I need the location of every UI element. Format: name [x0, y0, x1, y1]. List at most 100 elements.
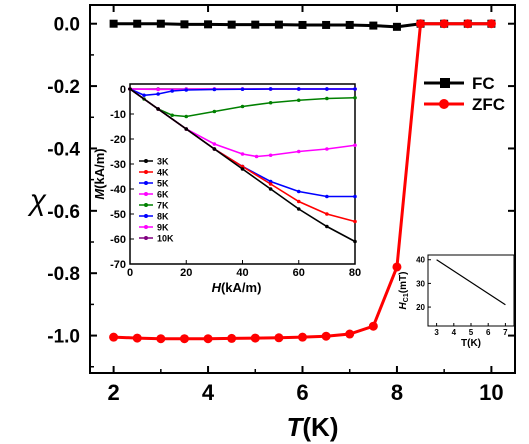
inset-mh-legend-label-3k: 3K: [157, 157, 169, 167]
inset-mh-point-8k: [325, 87, 329, 91]
data-point-fc: [109, 19, 118, 28]
inset-mh-x-axis-label: H(kA/m): [212, 280, 262, 295]
inset-mh-point-8k: [156, 92, 160, 96]
inset-mh-point-5k: [325, 194, 329, 199]
data-point-fc: [392, 22, 401, 31]
data-point-zfc: [345, 329, 355, 339]
inset-mh-y-tick-label: -60: [110, 234, 126, 246]
data-point-zfc: [486, 19, 496, 29]
legend-marker-zfc: [439, 99, 449, 109]
inset-mh-legend-label-10k: 10K: [157, 234, 174, 244]
main-y-tick-label: -0.2: [47, 77, 80, 98]
inset-mh-point-6k: [212, 142, 217, 146]
inset-hc-series-line: [436, 259, 506, 306]
inset-mh-legend-marker-9k: [144, 225, 148, 229]
data-point-zfc: [321, 331, 331, 341]
inset-mh-point-3k: [325, 224, 329, 229]
inset-mh-y-tick-label: 0: [120, 84, 126, 96]
main-x-axis-label: T(K): [287, 412, 339, 442]
inset-mh-legend-marker-6k: [144, 192, 148, 196]
data-point-fc: [298, 20, 307, 29]
legend-marker-fc: [440, 78, 450, 88]
inset-mh-legend-label-6k: 6K: [157, 190, 169, 200]
inset-mh-point-6k: [268, 153, 273, 158]
inset-mh-point-7k: [325, 96, 329, 101]
data-point-zfc: [227, 333, 237, 343]
inset-mh-point-3k: [184, 127, 189, 131]
data-point-zfc: [203, 334, 213, 344]
inset-mh-point-6k: [240, 152, 245, 156]
inset-mh-legend-label-8k: 8K: [157, 212, 169, 222]
data-point-zfc: [109, 332, 119, 342]
inset-mh-point-8k: [268, 87, 273, 91]
inset-mh-point-6k: [254, 154, 259, 159]
main-x-tick-label: 10: [479, 380, 503, 405]
inset-mh-point-7k: [212, 109, 217, 114]
data-point-fc: [204, 20, 213, 29]
inset-mh-point-5k: [296, 189, 301, 194]
inset-mh-x-tick-label: 20: [180, 267, 192, 279]
inset-mh-y-tick-label: -20: [110, 134, 126, 146]
inset-mh-point-7k: [353, 95, 357, 100]
data-point-fc: [322, 20, 331, 29]
inset-hc-y-tick-label: 30: [416, 279, 425, 288]
inset-mh-point-8k: [170, 89, 174, 93]
inset-mh-legend-marker-5k: [144, 181, 148, 185]
main-x-tick-label: 8: [391, 380, 403, 405]
main-y-tick-label: -0.6: [47, 202, 80, 223]
inset-mh-x-tick-label: 40: [236, 267, 248, 279]
inset-mh-axes: 0 20 40 60 80 0 -10 -20 -30 -40 -50 -60 -70 H(kA/m) M(…: [92, 83, 361, 295]
inset-mh-point-5k: [268, 179, 273, 184]
inset-mh-y-tick-label: -30: [110, 159, 126, 171]
inset-mh-y-axis-label: M(kA/m): [92, 148, 107, 199]
inset-mh-y-tick-label: -10: [110, 109, 126, 121]
inset-mh-y-tick-label: -70: [110, 259, 126, 271]
data-point-fc: [345, 20, 354, 29]
data-point-zfc: [156, 334, 166, 344]
inset-mh-legend-marker-10k: [144, 236, 148, 240]
inset-hc-x-axis-label: T(K): [461, 338, 481, 349]
inset-mh-point-6k: [353, 143, 357, 148]
inset-mh-point-7k: [268, 100, 273, 105]
inset-mh-point-8k: [353, 87, 357, 91]
inset-mh-point-3k: [212, 147, 217, 151]
inset-mh-point-7k: [184, 114, 189, 119]
inset-mh-legend-marker-7k: [144, 203, 148, 207]
inset-hc-x-tick-label: 5: [469, 328, 474, 337]
inset-hc1-axes: 3 4 5 6 7 20 30 40 T(K) HC1(mT): [398, 254, 515, 349]
inset-mh-point-3k: [156, 107, 160, 111]
inset-hc-y-axis-label: HC1(mT): [398, 272, 410, 310]
inset-mh-point-7k: [170, 113, 174, 118]
data-point-zfc: [250, 333, 260, 343]
inset-hc-y-tick-label: 20: [416, 303, 425, 312]
data-point-zfc: [392, 262, 402, 272]
inset-mh-legend-label-9k: 9K: [157, 223, 169, 233]
main-y-axis-label: χ: [27, 184, 47, 217]
main-legend: FC ZFC: [424, 74, 505, 114]
data-point-zfc: [132, 333, 142, 343]
data-point-fc: [251, 20, 260, 29]
inset-mh-y-tick-label: -40: [110, 184, 126, 196]
data-point-zfc: [298, 332, 307, 342]
data-point-zfc: [179, 334, 189, 344]
inset-mh-point-8k: [240, 87, 245, 92]
inset-hc-x-tick-label: 4: [452, 328, 457, 337]
main-x-tick-label: 2: [107, 380, 119, 405]
inset-mh-x-tick-label: 0: [127, 267, 133, 279]
data-point-fc: [133, 19, 142, 28]
inset-mh-point-8k: [296, 87, 301, 91]
inset-hc-frame: [427, 254, 515, 327]
inset-mh-legend-label-5k: 5K: [157, 179, 169, 189]
inset-mh-point-7k: [240, 104, 245, 109]
main-y-tick-label: -0.8: [47, 264, 80, 285]
inset-mh-point-8k: [184, 88, 189, 92]
main-x-tick-label: 4: [202, 380, 215, 405]
inset-mh-point-7k: [296, 98, 301, 103]
inset-mh-legend-label-7k: 7K: [157, 201, 169, 211]
inset-mh-legend-marker-3k: [144, 159, 148, 163]
main-axes: 2 4 6 8 10 0.0 -0.2 -0.4 -0.6 -0.8 -1.0 T(K) χ: [27, 4, 516, 442]
inset-hc-x-tick-label: 7: [503, 328, 508, 337]
inset-mh-point-4k: [268, 182, 273, 186]
inset-hc-x-tick-label: 3: [434, 328, 439, 337]
